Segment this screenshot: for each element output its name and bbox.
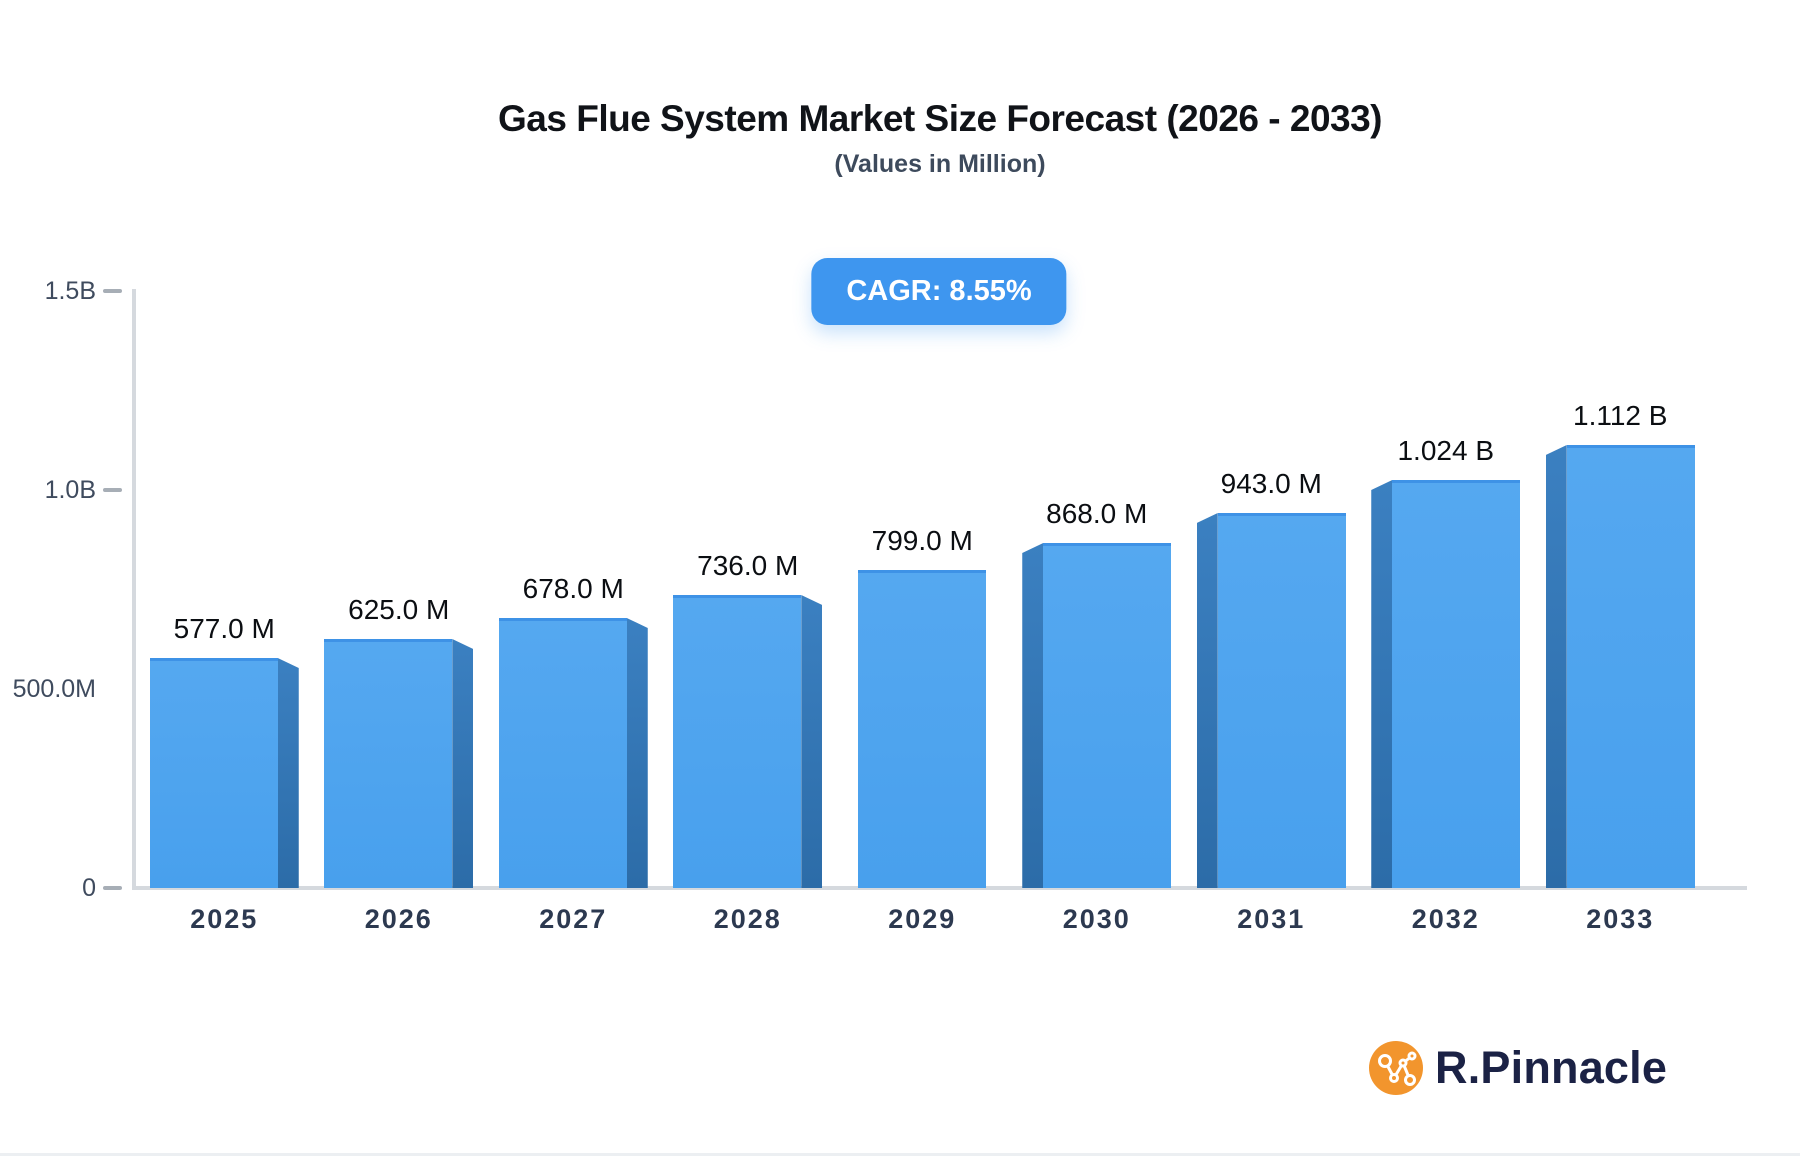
bar-value-label-2029: 799.0 M	[871, 525, 973, 556]
bar-2032[interactable]	[1392, 480, 1521, 888]
bar-value-label-2025: 577.0 M	[173, 613, 275, 644]
bar-value-label-2027: 678.0 M	[522, 573, 624, 604]
x-axis-label-2032: 2032	[1411, 904, 1480, 934]
bar-2031[interactable]	[1217, 513, 1346, 888]
bar-2027[interactable]	[498, 618, 627, 888]
bar-side-face-2026	[452, 639, 474, 888]
bar-value-label-2033: 1.112 B	[1573, 400, 1668, 431]
bar-2028[interactable]	[673, 595, 802, 888]
y-tick-dash-1.0B	[103, 488, 122, 492]
cagr-badge: CAGR: 8.55%	[811, 258, 1067, 325]
chart-subtitle: (Values in Million)	[834, 150, 1046, 178]
bar-value-label-2028: 736.0 M	[697, 550, 799, 581]
brand-name: R.Pinnacle	[1435, 1042, 1668, 1093]
bar-side-face-2030	[1022, 543, 1044, 888]
x-axis-label-2033: 2033	[1586, 904, 1655, 934]
y-axis-label-1.0B: 1.0B	[44, 476, 96, 504]
bar-value-label-2032: 1.024 B	[1397, 435, 1495, 466]
x-axis-label-2026: 2026	[364, 904, 433, 934]
bar-value-label-2031: 943.0 M	[1220, 468, 1322, 499]
x-axis-label-2030: 2030	[1062, 904, 1131, 934]
bar-side-face-2032	[1371, 480, 1393, 888]
chart-title: Gas Flue System Market Size Forecast (20…	[498, 98, 1383, 139]
y-tick-dash-1.5B	[103, 289, 122, 293]
y-tick-dash-0	[103, 886, 122, 890]
bar-2033[interactable]	[1566, 445, 1695, 888]
bar-side-face-2028	[801, 595, 823, 888]
y-axis-line	[132, 289, 136, 890]
y-axis-label-500.0M: 500.0M	[12, 675, 96, 703]
y-axis-label-1.5B: 1.5B	[44, 277, 96, 305]
bar-2029[interactable]	[858, 570, 987, 888]
bar-side-face-2025	[277, 658, 299, 888]
x-axis-label-2025: 2025	[190, 904, 259, 934]
bar-2025[interactable]	[149, 658, 278, 888]
bar-side-face-2031	[1196, 513, 1218, 888]
bar-value-label-2030: 868.0 M	[1046, 498, 1148, 529]
bar-2026[interactable]	[324, 639, 453, 888]
brand-logo: R.Pinnacle	[1368, 1040, 1667, 1096]
x-axis-label-2027: 2027	[539, 904, 608, 934]
x-axis-line	[132, 886, 1747, 890]
network-nodes-icon	[1369, 1041, 1423, 1095]
bar-value-label-2026: 625.0 M	[348, 594, 450, 625]
x-axis-label-2029: 2029	[888, 904, 957, 934]
x-axis-label-2028: 2028	[713, 904, 782, 934]
bar-side-face-2033	[1545, 445, 1567, 888]
bar-2030[interactable]	[1043, 543, 1172, 888]
y-axis-label-0: 0	[82, 874, 96, 902]
bar-side-face-2027	[626, 618, 648, 888]
x-axis-label-2031: 2031	[1237, 904, 1306, 934]
